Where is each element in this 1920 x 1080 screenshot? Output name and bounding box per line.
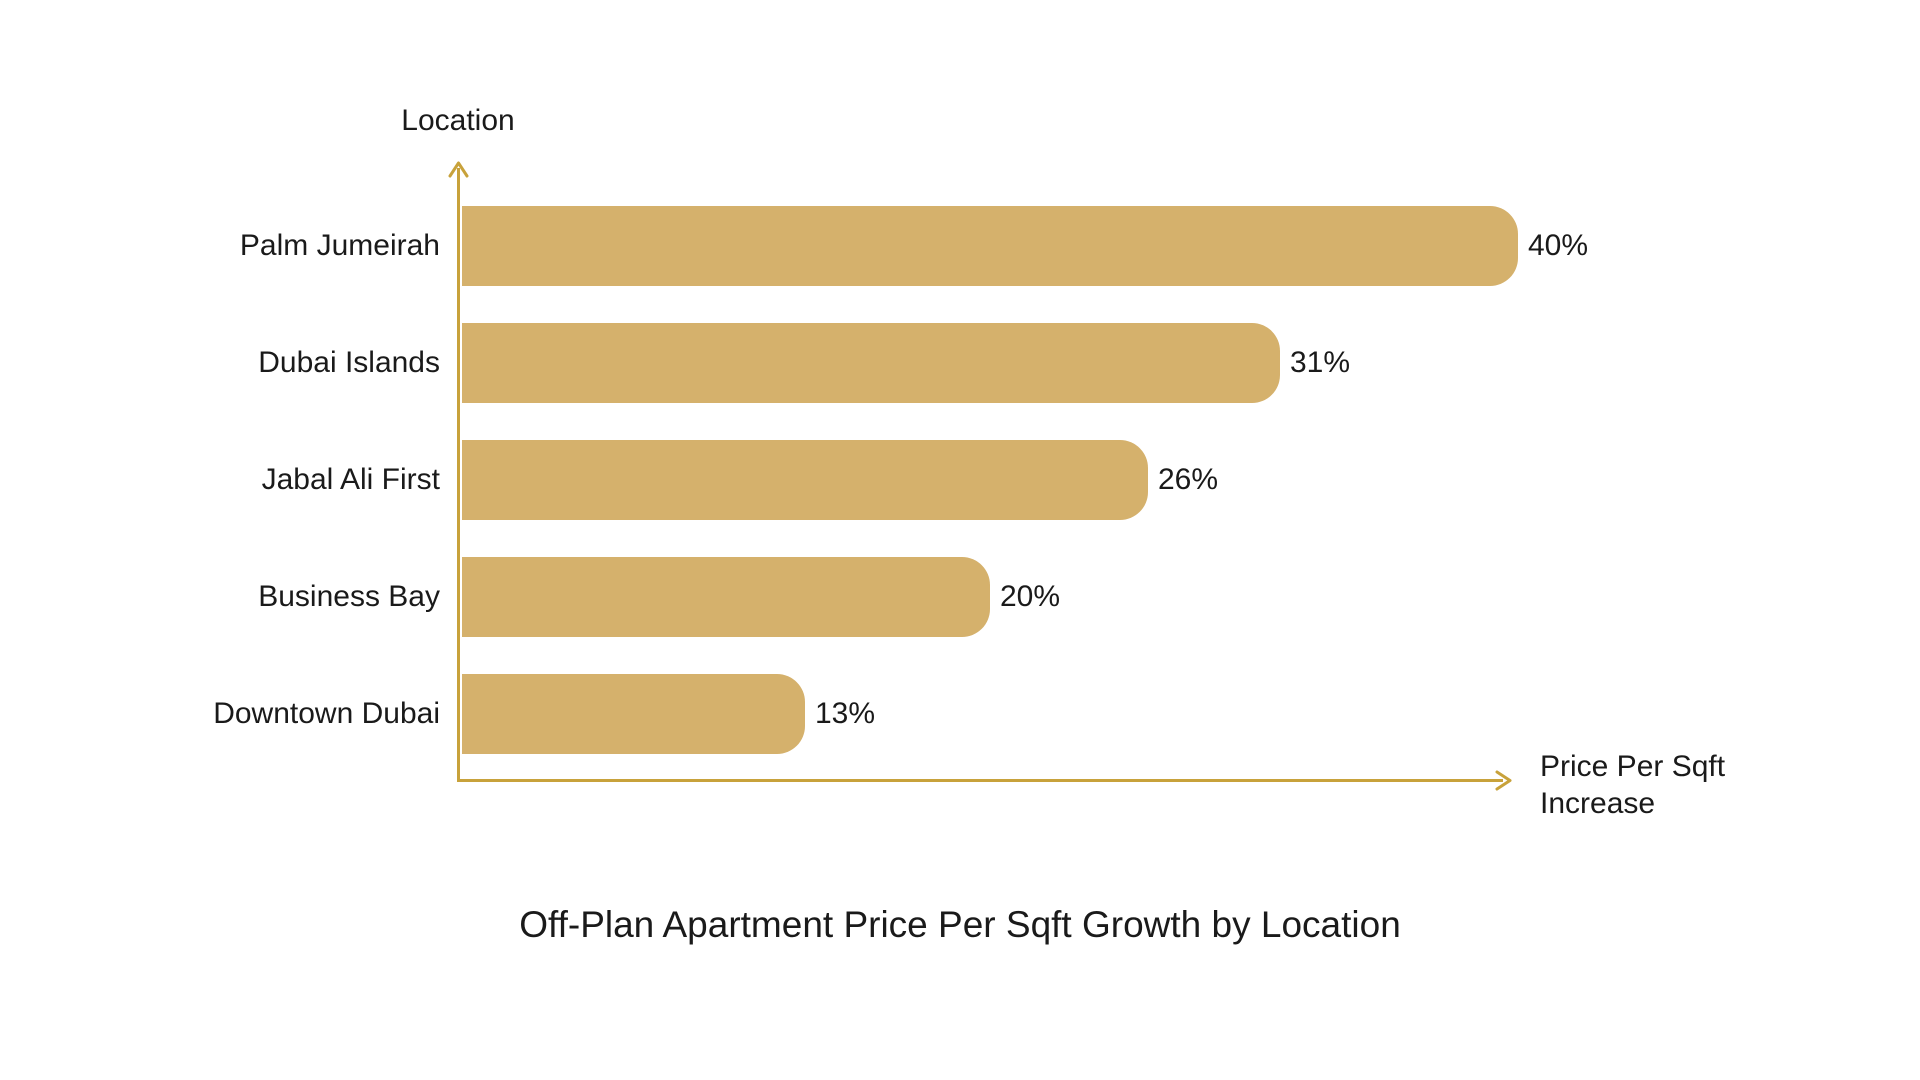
bar — [462, 557, 990, 637]
x-axis-title-line1: Price Per Sqft — [1540, 750, 1726, 783]
category-label: Downtown Dubai — [213, 697, 440, 730]
category-label: Business Bay — [258, 580, 440, 613]
value-label: 20% — [1000, 580, 1061, 613]
bar-row: Dubai Islands 31% — [0, 323, 1920, 403]
category-label: Palm Jumeirah — [239, 229, 440, 262]
x-axis-arrow-icon — [1495, 770, 1512, 791]
bar — [462, 440, 1148, 520]
category-label: Dubai Islands — [258, 346, 440, 379]
category-label: Jabal Ali First — [261, 463, 440, 496]
value-label: 40% — [1528, 229, 1589, 262]
bar-row: Business Bay 20% — [0, 557, 1920, 637]
value-label: 13% — [815, 697, 876, 730]
y-axis-title: Location — [401, 104, 515, 137]
bar-row: Jabal Ali First 26% — [0, 440, 1920, 520]
bar — [462, 323, 1280, 403]
value-label: 31% — [1290, 346, 1351, 379]
bar — [462, 674, 805, 754]
bar-row: Downtown Dubai 13% — [0, 674, 1920, 754]
x-axis-title-line2: Increase — [1540, 787, 1656, 820]
x-axis-title: Price Per Sqft Increase — [1540, 748, 1725, 822]
bar — [462, 206, 1518, 286]
chart-title: Off-Plan Apartment Price Per Sqft Growth… — [519, 904, 1401, 945]
value-label: 26% — [1158, 463, 1219, 496]
bar-row: Palm Jumeirah 40% — [0, 206, 1920, 286]
y-axis-arrow-icon — [448, 161, 469, 178]
